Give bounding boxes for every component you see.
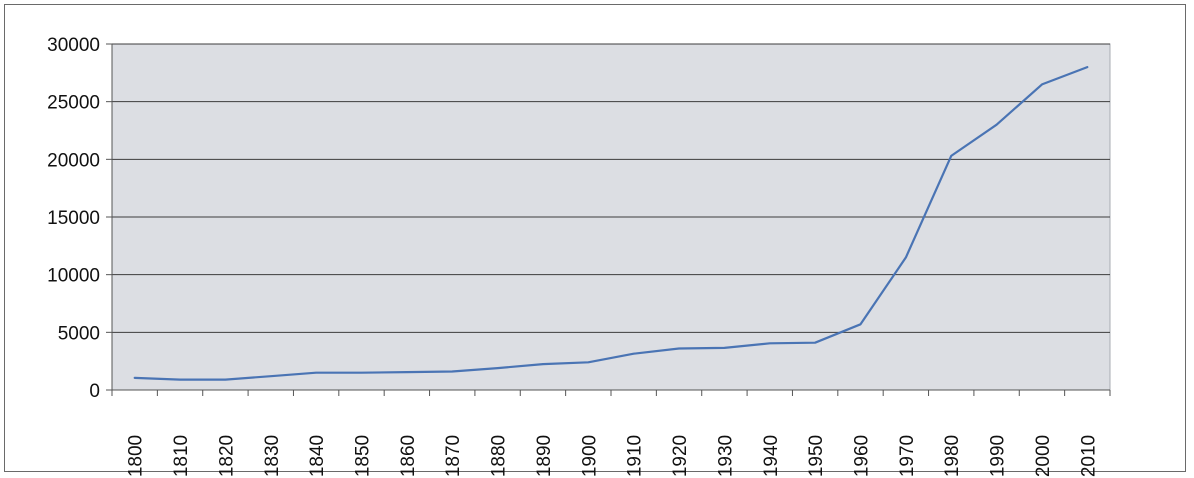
y-tick-label: 15000 <box>47 208 100 229</box>
x-tick-label: 1890 <box>534 435 555 477</box>
x-tick-label: 1950 <box>806 435 827 477</box>
x-tick-label: 1940 <box>761 435 782 477</box>
y-tick-label: 30000 <box>47 35 100 56</box>
x-tick-label: 1930 <box>715 435 736 477</box>
y-tick-label: 5000 <box>58 323 100 344</box>
x-tick-label: 1820 <box>216 435 237 477</box>
y-tick-label: 25000 <box>47 93 100 114</box>
x-tick-label: 1860 <box>398 435 419 477</box>
x-tick-label: 2000 <box>1033 435 1054 477</box>
x-tick-label: 1850 <box>353 435 374 477</box>
x-tick-label: 1970 <box>897 435 918 477</box>
y-tick-label: 20000 <box>47 150 100 171</box>
x-tick-label: 1980 <box>942 435 963 477</box>
x-tick-label: 1910 <box>625 435 646 477</box>
y-tick-label: 0 <box>89 381 100 402</box>
x-tick-label: 1900 <box>579 435 600 477</box>
x-tick-label: 1880 <box>489 435 510 477</box>
x-tick-label: 1840 <box>307 435 328 477</box>
x-tick-label: 1960 <box>852 435 873 477</box>
x-tick-label: 2010 <box>1078 435 1099 477</box>
y-tick-label: 10000 <box>47 266 100 287</box>
x-tick-label: 1800 <box>126 435 147 477</box>
x-tick-label: 1920 <box>670 435 691 477</box>
x-tick-label: 1810 <box>171 435 192 477</box>
x-tick-label: 1870 <box>443 435 464 477</box>
x-tick-label: 1990 <box>988 435 1009 477</box>
x-tick-label: 1830 <box>262 435 283 477</box>
